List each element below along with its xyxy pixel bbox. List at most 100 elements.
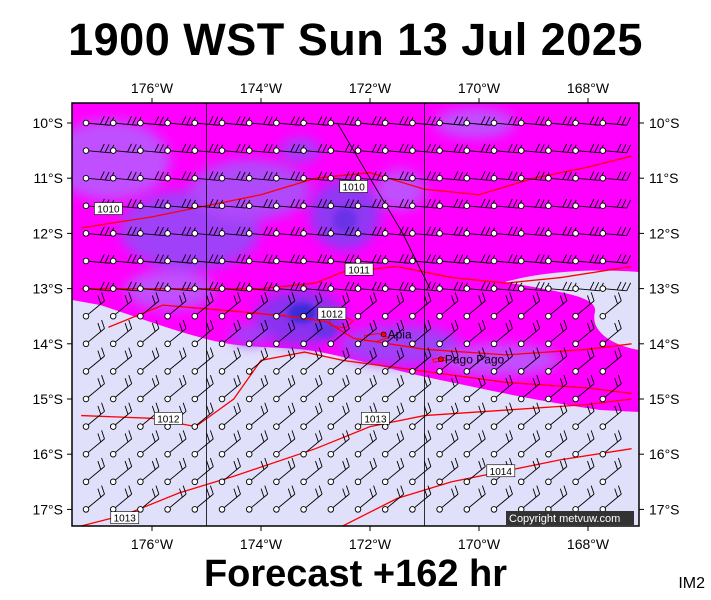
isobar-label: 1013 [361, 412, 390, 425]
wind-barb [572, 402, 595, 430]
wind-barb [191, 292, 214, 320]
wind-barb [273, 347, 296, 375]
wind-barb [191, 281, 224, 292]
wind-barb [327, 198, 360, 210]
lat-label: 14°S [649, 336, 680, 352]
wind-barb [218, 430, 241, 458]
wind-barb [463, 402, 486, 430]
wind-barb [245, 347, 269, 375]
wind-barb [436, 143, 468, 154]
wind-barb [572, 292, 595, 320]
wind-barb [273, 485, 296, 513]
place-label: Pago Pago [445, 352, 505, 366]
wind-barb [164, 319, 187, 348]
wind-barb [599, 143, 632, 154]
wind-barb [164, 116, 196, 127]
isobar-label-text: 1011 [348, 265, 370, 276]
wind-barb [381, 347, 405, 375]
wind-barb [572, 430, 595, 458]
wind-barb [517, 143, 550, 154]
wind-barb [381, 485, 405, 513]
wind-barb [572, 143, 604, 154]
lon-label: 168°W [567, 536, 610, 552]
wind-barb [191, 319, 214, 348]
wind-barb [327, 254, 360, 265]
wind-barb [463, 319, 486, 348]
lat-label: 17°S [32, 501, 63, 517]
wind-barb [218, 281, 251, 292]
lat-label: 13°S [649, 281, 680, 297]
lat-label: 12°S [649, 225, 680, 241]
wind-barb [327, 347, 350, 375]
lon-label: 176°W [131, 80, 174, 96]
isobar-line [80, 398, 632, 526]
wind-barb [218, 198, 251, 210]
lat-label: 16°S [649, 446, 680, 462]
wind-barb [517, 198, 550, 210]
wind-barb [490, 402, 513, 430]
wind-barb [463, 171, 496, 182]
wind-barb [300, 457, 323, 486]
wind-barb [218, 292, 241, 320]
wind-barb [517, 226, 550, 237]
wind-barb [572, 347, 595, 375]
wind-barb [137, 430, 160, 458]
wind-barb [218, 254, 251, 265]
place-labels: Apia Pago Pago [380, 327, 505, 366]
wind-barb [572, 198, 604, 210]
wind-barb [273, 198, 305, 210]
wind-barb [273, 319, 296, 348]
wind-barb [572, 226, 604, 237]
wind-barb [409, 292, 432, 320]
wind-barb [599, 171, 632, 182]
upolu-island [364, 333, 391, 343]
isobar-label: 1011 [344, 262, 374, 276]
wind-barb [245, 402, 269, 430]
wind-barb [436, 226, 468, 237]
wind-barb [82, 430, 105, 458]
wind-barb [517, 347, 541, 375]
isobar-label: 1012 [317, 307, 347, 320]
wind-barb [381, 292, 405, 320]
wind-barb [545, 375, 568, 403]
latitude-labels-right: 10°S 11°S 12°S 13°S 14°S 15°S 16°S 17°S [649, 115, 680, 517]
wind-barb [137, 485, 160, 513]
lon-label: 172°W [349, 536, 392, 552]
place-marker [380, 331, 387, 338]
wind-barb [300, 292, 323, 320]
wind-barb [517, 485, 541, 513]
lat-label: 17°S [649, 501, 680, 517]
lat-label: 12°S [32, 225, 63, 241]
wind-barb [490, 347, 513, 375]
isobar-label-text: 1014 [490, 467, 513, 478]
wind-barb [327, 375, 350, 403]
lat-label: 14°S [32, 336, 63, 352]
wind-barb [572, 375, 595, 403]
isobar-label: 1012 [154, 412, 183, 425]
wind-barb [599, 402, 622, 430]
wind-barb [245, 226, 278, 237]
wind-barb [191, 116, 224, 127]
wind-barb [137, 375, 160, 403]
isobar-label: 1010 [339, 180, 368, 193]
image-tag: IM2 [678, 575, 705, 592]
lat-label: 10°S [649, 115, 680, 131]
lat-label: 15°S [32, 391, 63, 407]
wind-barb [82, 485, 105, 513]
wind-barb [109, 226, 142, 237]
wind-barb [572, 319, 595, 348]
wind-barb [218, 347, 241, 375]
wind-barb [245, 457, 269, 486]
wind-barb [599, 198, 632, 210]
lon-label: 170°W [458, 536, 501, 552]
lat-label: 11°S [649, 170, 678, 186]
lat-label: 11°S [34, 170, 63, 186]
wind-barb [245, 198, 278, 210]
wind-barb [191, 347, 214, 375]
forecast-label: Forecast +162 hr [203, 553, 508, 595]
wind-barb [218, 457, 241, 486]
wind-barb [273, 402, 296, 430]
wind-barb [164, 347, 187, 375]
wind-barb [137, 171, 169, 182]
